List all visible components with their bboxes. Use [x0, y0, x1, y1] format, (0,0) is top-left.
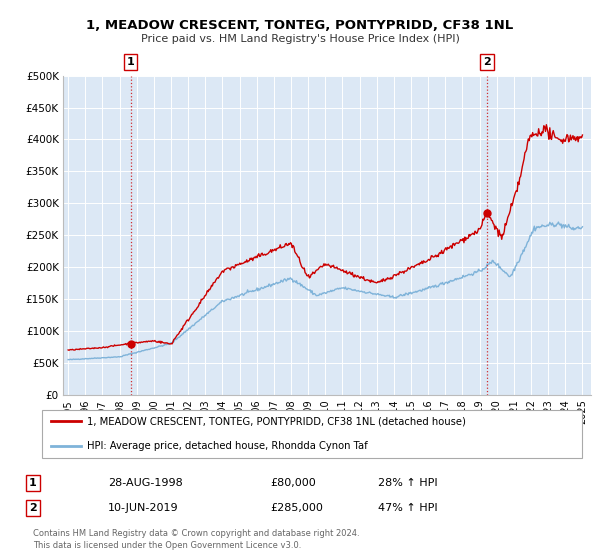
- Text: Contains HM Land Registry data © Crown copyright and database right 2024.: Contains HM Land Registry data © Crown c…: [33, 529, 359, 538]
- Text: 1: 1: [127, 57, 134, 67]
- Text: Price paid vs. HM Land Registry's House Price Index (HPI): Price paid vs. HM Land Registry's House …: [140, 34, 460, 44]
- Text: 1, MEADOW CRESCENT, TONTEG, PONTYPRIDD, CF38 1NL (detached house): 1, MEADOW CRESCENT, TONTEG, PONTYPRIDD, …: [87, 417, 466, 426]
- Text: 2: 2: [29, 503, 37, 513]
- Text: 28-AUG-1998: 28-AUG-1998: [108, 478, 183, 488]
- Text: 10-JUN-2019: 10-JUN-2019: [108, 503, 179, 513]
- Text: This data is licensed under the Open Government Licence v3.0.: This data is licensed under the Open Gov…: [33, 541, 301, 550]
- Text: 1, MEADOW CRESCENT, TONTEG, PONTYPRIDD, CF38 1NL: 1, MEADOW CRESCENT, TONTEG, PONTYPRIDD, …: [86, 18, 514, 32]
- Text: HPI: Average price, detached house, Rhondda Cynon Taf: HPI: Average price, detached house, Rhon…: [87, 441, 368, 451]
- Text: 2: 2: [483, 57, 491, 67]
- Text: 1: 1: [29, 478, 37, 488]
- Text: £80,000: £80,000: [270, 478, 316, 488]
- Text: 47% ↑ HPI: 47% ↑ HPI: [378, 503, 437, 513]
- Text: 28% ↑ HPI: 28% ↑ HPI: [378, 478, 437, 488]
- Text: £285,000: £285,000: [270, 503, 323, 513]
